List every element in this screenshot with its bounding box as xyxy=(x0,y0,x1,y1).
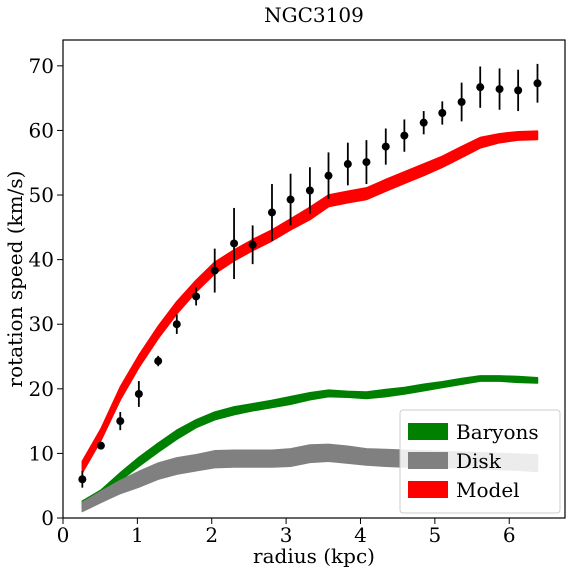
data-point xyxy=(419,118,428,127)
data-point xyxy=(116,417,125,426)
y-tick-label: 70 xyxy=(29,54,54,78)
legend-label-model: Model xyxy=(456,478,520,502)
x-tick-label: 1 xyxy=(131,523,144,547)
x-tick-label: 3 xyxy=(280,523,293,547)
data-point xyxy=(400,131,409,140)
data-point xyxy=(533,79,542,88)
legend: Baryons Disk Model xyxy=(399,409,561,514)
data-point xyxy=(343,160,352,169)
legend-swatch-baryons xyxy=(408,423,448,440)
data-point xyxy=(381,142,390,151)
data-point xyxy=(154,357,163,366)
x-tick-label: 6 xyxy=(503,523,516,547)
legend-swatch-disk xyxy=(408,452,448,469)
y-tick-label: 60 xyxy=(29,118,54,142)
data-point xyxy=(78,475,87,484)
y-tick-label: 50 xyxy=(29,183,54,207)
plot-frame xyxy=(62,39,566,519)
data-point xyxy=(305,186,314,195)
y-tick-label: 20 xyxy=(29,377,54,401)
data-point xyxy=(495,85,504,94)
legend-label-disk: Disk xyxy=(456,449,502,473)
data-point xyxy=(438,108,447,117)
y-tick-label: 30 xyxy=(29,312,54,336)
data-point xyxy=(324,171,333,180)
data-point xyxy=(230,239,239,248)
y-tick-label: 0 xyxy=(41,506,54,530)
y-axis-label: rotation speed (km/s) xyxy=(3,171,27,388)
y-tick-label: 10 xyxy=(29,441,54,465)
x-tick-label: 0 xyxy=(57,523,70,547)
x-tick-label: 2 xyxy=(205,523,218,547)
data-point xyxy=(210,266,219,275)
series-band-baryons xyxy=(81,375,539,510)
data-point xyxy=(514,86,523,95)
data-point xyxy=(248,240,257,249)
data-point xyxy=(192,292,201,301)
data-point xyxy=(172,320,181,329)
data-point xyxy=(457,98,466,107)
x-tick-label: 4 xyxy=(354,523,367,547)
data-point xyxy=(267,208,276,217)
data-point xyxy=(286,195,295,204)
chart-title: NGC3109 xyxy=(264,3,364,27)
y-tick-label: 40 xyxy=(29,248,54,272)
legend-label-baryons: Baryons xyxy=(456,420,539,444)
legend-swatch-model xyxy=(408,481,448,498)
data-point xyxy=(134,389,143,398)
series-band-model xyxy=(81,130,539,474)
data-point xyxy=(96,441,105,450)
data-point xyxy=(476,83,485,92)
data-point xyxy=(362,158,371,167)
x-axis-label: radius (kpc) xyxy=(253,544,375,568)
x-tick-label: 5 xyxy=(428,523,441,547)
